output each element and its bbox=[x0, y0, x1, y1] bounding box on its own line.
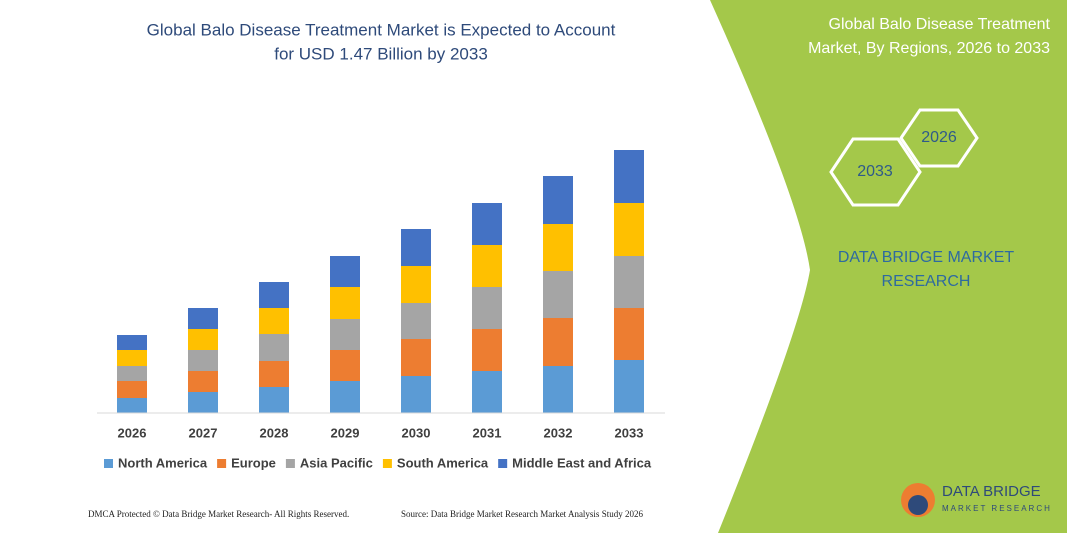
bar-segment bbox=[614, 203, 644, 256]
bar-segment bbox=[188, 392, 218, 413]
x-tick-label: 2033 bbox=[615, 425, 644, 440]
bar-segment bbox=[188, 329, 218, 350]
x-tick-label: 2028 bbox=[260, 425, 289, 440]
footer-right: Source: Data Bridge Market Research Mark… bbox=[401, 509, 643, 519]
bar-segment bbox=[472, 287, 502, 329]
logo-icon bbox=[908, 495, 928, 515]
bar-segment bbox=[472, 245, 502, 287]
x-tick-label: 2026 bbox=[118, 425, 147, 440]
bar-segment bbox=[543, 224, 573, 271]
bar-segment bbox=[259, 308, 289, 334]
bar-segment bbox=[543, 366, 573, 413]
chart-title: Global Balo Disease Treatment Market is … bbox=[147, 20, 616, 39]
bar-segment bbox=[188, 308, 218, 329]
bar-segment bbox=[330, 350, 360, 381]
bar-segment bbox=[614, 150, 644, 203]
legend-label: Middle East and Africa bbox=[512, 455, 652, 470]
legend-swatch bbox=[498, 459, 508, 468]
chart-title: for USD 1.47 Billion by 2033 bbox=[274, 44, 488, 63]
x-tick-label: 2029 bbox=[331, 425, 360, 440]
bar-segment bbox=[401, 266, 431, 303]
panel-title: Market, By Regions, 2026 to 2033 bbox=[808, 40, 1050, 57]
bar-segment bbox=[401, 303, 431, 339]
panel-brand: DATA BRIDGE MARKET bbox=[838, 249, 1015, 266]
bar-segment bbox=[401, 376, 431, 413]
logo-name: DATA BRIDGE bbox=[942, 483, 1041, 500]
bar-segment bbox=[330, 287, 360, 319]
bar-segment bbox=[472, 203, 502, 245]
bar-segment bbox=[614, 360, 644, 413]
bar-segment bbox=[614, 308, 644, 360]
panel-brand: RESEARCH bbox=[882, 273, 971, 290]
bar-segment bbox=[259, 361, 289, 387]
bar-segment bbox=[259, 387, 289, 413]
x-tick-label: 2031 bbox=[473, 425, 502, 440]
legend-label: North America bbox=[118, 455, 208, 470]
bar-segment bbox=[472, 371, 502, 413]
bar-segment bbox=[472, 329, 502, 371]
hexagon-label: 2026 bbox=[921, 129, 957, 146]
bar-segment bbox=[330, 381, 360, 413]
bar-segment bbox=[543, 271, 573, 318]
x-tick-label: 2030 bbox=[402, 425, 431, 440]
bar-segment bbox=[259, 334, 289, 361]
hexagon-label: 2033 bbox=[857, 163, 893, 180]
x-tick-label: 2027 bbox=[189, 425, 218, 440]
bar-segment bbox=[401, 229, 431, 266]
side-panel bbox=[710, 0, 1067, 533]
bar-segment bbox=[188, 371, 218, 392]
bar-segment bbox=[259, 282, 289, 308]
legend-swatch bbox=[285, 459, 295, 468]
bar-segment bbox=[401, 339, 431, 376]
bar-segment bbox=[117, 398, 147, 413]
bar-segment bbox=[543, 176, 573, 224]
bar-segment bbox=[330, 319, 360, 350]
legend-swatch bbox=[217, 459, 227, 468]
legend-swatch bbox=[382, 459, 392, 468]
bar-segment bbox=[117, 335, 147, 350]
bar-segment bbox=[117, 350, 147, 366]
bar-segment bbox=[188, 350, 218, 371]
bar-segment bbox=[330, 256, 360, 287]
legend-label: South America bbox=[397, 455, 489, 470]
panel-title: Global Balo Disease Treatment bbox=[829, 16, 1051, 33]
logo-tagline: MARKET RESEARCH bbox=[942, 504, 1052, 513]
x-tick-label: 2032 bbox=[544, 425, 573, 440]
hexagon bbox=[899, 108, 979, 168]
footer-left: DMCA Protected © Data Bridge Market Rese… bbox=[88, 509, 349, 519]
bar-segment bbox=[117, 366, 147, 381]
bar-segment bbox=[117, 381, 147, 398]
legend-label: Asia Pacific bbox=[300, 455, 373, 470]
hexagon bbox=[829, 137, 922, 207]
chart: 2026 2027 2028 2029 2030 2031 2032 2033 North Am… bbox=[97, 150, 665, 470]
legend-label: Europe bbox=[231, 455, 276, 470]
bar-segment bbox=[543, 318, 573, 366]
bar-segment bbox=[614, 256, 644, 308]
legend-swatch bbox=[104, 459, 113, 468]
